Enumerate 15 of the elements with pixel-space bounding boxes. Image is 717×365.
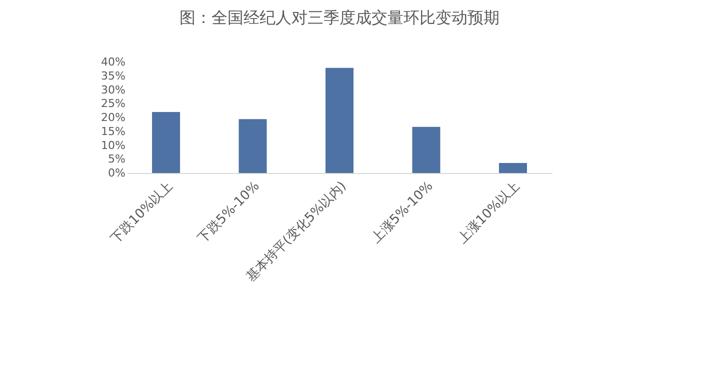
y-tick-label: 5% xyxy=(108,152,126,166)
y-tick-label: 40% xyxy=(101,56,126,68)
bar xyxy=(152,112,180,173)
y-tick-label: 35% xyxy=(101,69,126,82)
y-tick-label: 15% xyxy=(101,124,126,138)
bar xyxy=(412,126,440,173)
bar xyxy=(238,119,267,173)
y-tick-label: 0% xyxy=(108,166,126,180)
y-tick-label: 20% xyxy=(101,111,126,124)
chart-title: 图：全国经纪人对三季度成交量环比变动预期 xyxy=(180,8,500,27)
y-tick-label: 10% xyxy=(101,138,126,152)
y-tick-label: 25% xyxy=(101,97,126,110)
y-tick-label: 30% xyxy=(101,83,126,96)
bar xyxy=(498,163,527,173)
bar xyxy=(326,68,354,173)
